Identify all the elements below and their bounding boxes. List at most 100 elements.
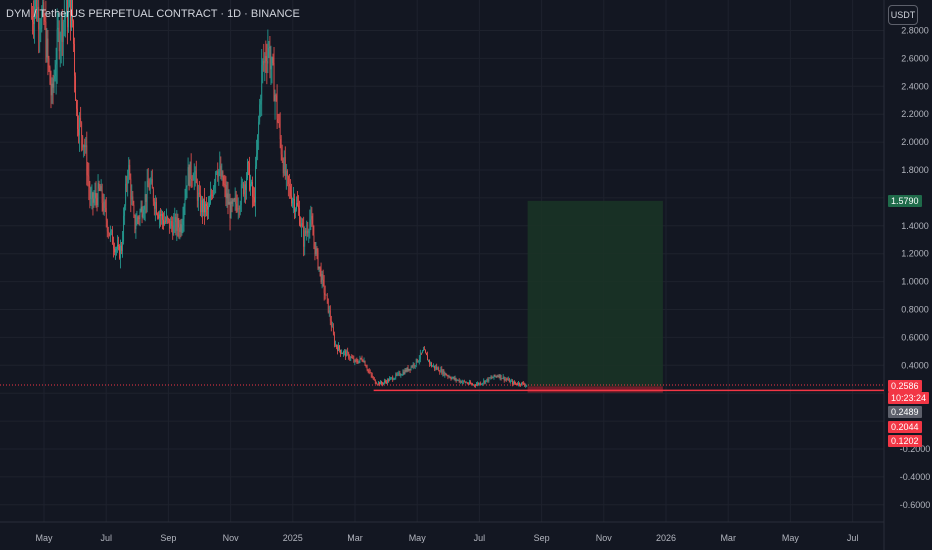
candle-body	[119, 246, 120, 259]
candle-body	[396, 374, 398, 375]
candle-body	[308, 231, 310, 233]
candle-body	[79, 118, 81, 136]
candle-body	[64, 16, 66, 19]
currency-button[interactable]: USDT	[888, 5, 918, 25]
candle-body	[40, 28, 42, 29]
candle-body	[42, 2, 44, 12]
candle-body	[287, 176, 289, 185]
candle-body	[457, 379, 459, 381]
candle-body	[258, 121, 260, 135]
candle-body	[241, 183, 243, 185]
y-tick-label: 2.8000	[901, 26, 929, 36]
candle-body	[321, 274, 323, 283]
candle-body	[164, 221, 165, 225]
candle-body	[70, 0, 71, 28]
candle-body	[346, 351, 348, 357]
candle-body	[392, 377, 394, 380]
candle-body	[462, 380, 464, 382]
candle-body	[345, 351, 346, 357]
candle-body	[151, 179, 153, 189]
candle-body	[81, 122, 83, 137]
y-tick-label: 0.6000	[901, 332, 929, 342]
candle-body	[514, 381, 515, 384]
symbol-title[interactable]: DYM / TetherUS PERPETUAL CONTRACT · 1D ·…	[6, 8, 300, 20]
price-axis[interactable]: 2.8000 2.6000 2.4000 2.2000 2.0000 1.8000 1.40…	[900, 26, 931, 510]
candle-body	[137, 217, 139, 219]
candle-body	[75, 75, 76, 101]
candle-body	[416, 359, 418, 363]
candle-body	[236, 204, 238, 211]
candle-body	[171, 220, 173, 226]
candle-body	[122, 241, 123, 251]
candle-body	[113, 244, 114, 249]
candle-body	[178, 227, 180, 232]
candle-body	[485, 380, 487, 383]
candle-body	[429, 359, 430, 364]
candle-body	[264, 56, 266, 63]
candle-body	[451, 377, 453, 379]
stop-price-tag: 0.2044	[888, 421, 922, 433]
candle-body	[102, 203, 104, 211]
candle-body	[489, 377, 491, 379]
position-zones	[527, 200, 663, 393]
candle-body	[358, 360, 360, 364]
candle-body	[482, 382, 484, 384]
candle-body	[404, 369, 406, 375]
candle-body	[496, 376, 498, 377]
candle-body	[438, 367, 440, 372]
x-tick-label: Sep	[534, 533, 550, 543]
candle-body	[162, 213, 163, 220]
candle-body	[182, 219, 184, 226]
candle-body	[43, 2, 45, 22]
candle-body	[334, 334, 335, 345]
candle-body	[170, 220, 172, 229]
candle-body	[437, 367, 439, 369]
candle-body	[96, 198, 98, 206]
candle-body	[160, 214, 161, 216]
candle-body	[400, 375, 402, 376]
candle-body	[432, 366, 433, 367]
candle-body	[192, 179, 194, 181]
candle-body	[45, 21, 47, 58]
candle-body	[373, 378, 375, 380]
candle-body	[249, 162, 250, 190]
candle-body	[301, 223, 302, 227]
candle-body	[179, 224, 181, 232]
candle-body	[169, 218, 171, 229]
candle-body	[420, 352, 422, 354]
candle-body	[513, 381, 514, 385]
candle-body	[50, 84, 52, 96]
candle-body	[509, 380, 511, 383]
candle-body	[202, 200, 203, 213]
candle-body	[298, 205, 299, 209]
candle-body	[39, 28, 41, 30]
candle-body	[518, 382, 519, 385]
y-tick-label: 2.2000	[901, 109, 929, 119]
candle-body	[500, 374, 502, 379]
candle-body	[388, 379, 389, 382]
candle-body	[253, 196, 254, 198]
candle-body	[295, 209, 296, 213]
loss-zone	[527, 386, 663, 393]
candle-body	[118, 244, 119, 247]
x-tick-label: May	[409, 533, 427, 543]
candle-body	[387, 379, 388, 383]
candle-body	[72, 0, 73, 21]
candle-body	[55, 64, 57, 76]
time-axis[interactable]: May Jul Sep Nov 2025 Mar May Jul Sep Nov 2026 Mar Ma…	[35, 533, 858, 543]
candle-body	[368, 370, 370, 373]
candle-body	[132, 196, 134, 205]
candle-body	[213, 187, 215, 196]
candle-body	[231, 201, 233, 204]
candle-body	[143, 209, 145, 215]
candle-body	[271, 57, 273, 66]
candle-body	[278, 122, 280, 124]
candle-body	[302, 223, 304, 227]
x-tick-label: Jul	[847, 533, 859, 543]
candle-body	[261, 65, 263, 101]
candle-body	[411, 366, 413, 368]
candle-body	[224, 184, 226, 186]
candle-body	[74, 43, 75, 76]
candle-body	[523, 382, 524, 385]
